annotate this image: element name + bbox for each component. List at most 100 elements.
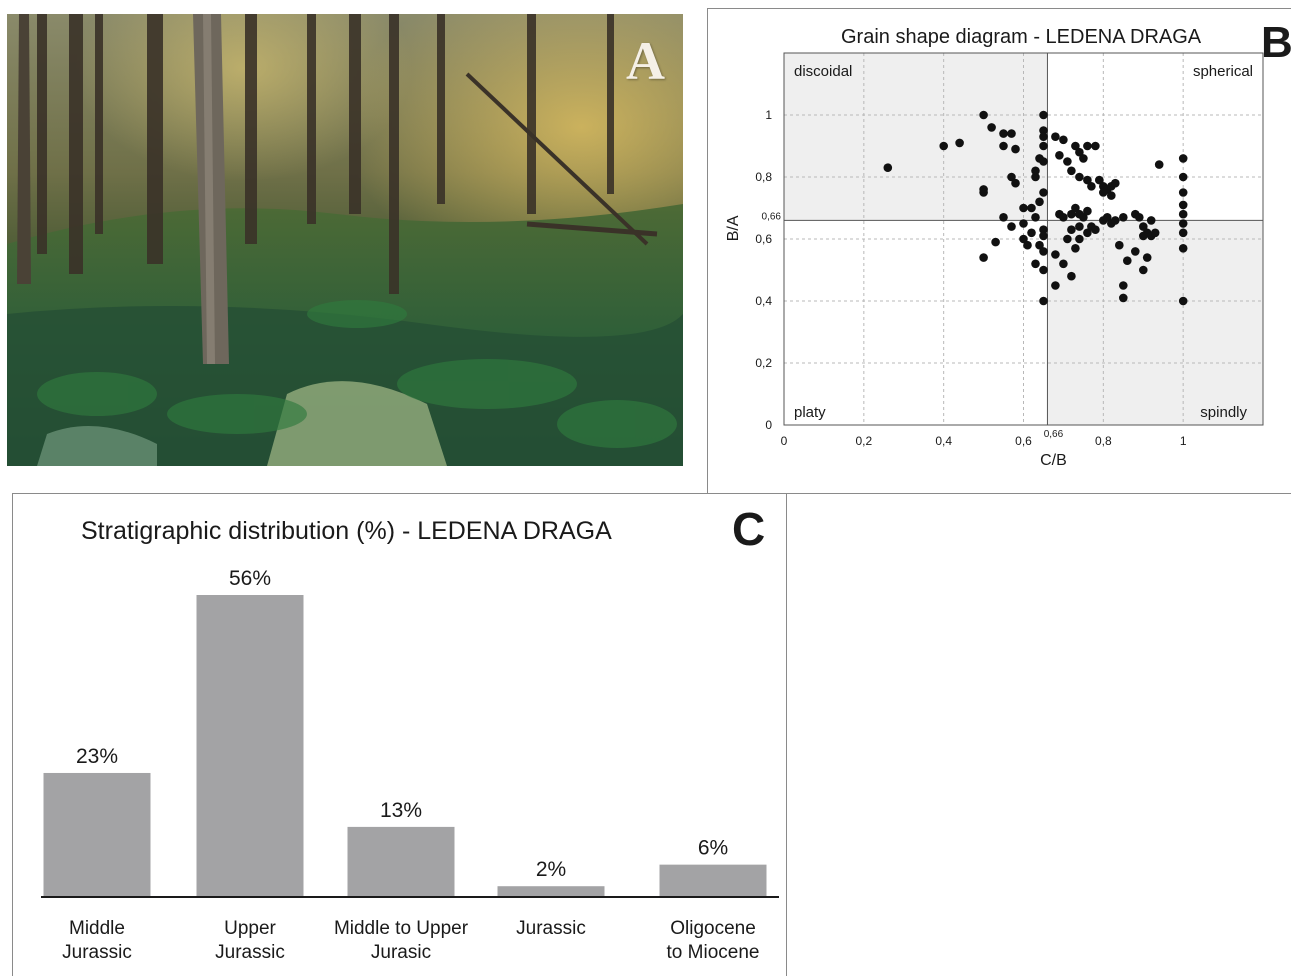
scatter-point bbox=[1067, 271, 1076, 281]
category-label: Jurassic bbox=[215, 942, 285, 963]
scatter-point bbox=[1027, 228, 1036, 238]
scatter-point bbox=[1063, 234, 1072, 244]
scatter-point bbox=[1091, 141, 1100, 151]
scatter-point bbox=[1178, 228, 1188, 238]
scatter-point bbox=[1083, 228, 1092, 238]
spindly-quadrant bbox=[1047, 220, 1263, 425]
scatter-point bbox=[1091, 225, 1100, 234]
x-threshold-label: 0,66 bbox=[1044, 429, 1064, 440]
grain-shape-chart: Grain shape diagram - LEDENA DRAGA Bdisco… bbox=[725, 18, 1291, 469]
category-label: Jurassic bbox=[516, 918, 586, 939]
quadrant-label-platy: platy bbox=[794, 404, 826, 421]
scatter-point bbox=[1119, 281, 1128, 290]
category-label: Jurasic bbox=[371, 942, 431, 963]
scatter-point bbox=[979, 253, 988, 262]
bar bbox=[43, 772, 151, 897]
scatter-point bbox=[991, 237, 1000, 247]
scatter-point bbox=[1039, 231, 1048, 241]
scatter-point bbox=[1139, 222, 1148, 231]
scatter-point bbox=[955, 138, 964, 148]
y-tick-label: 0 bbox=[765, 418, 772, 432]
scatter-point bbox=[999, 141, 1008, 151]
scatter-point bbox=[1139, 231, 1148, 241]
scatter-point bbox=[1031, 259, 1040, 269]
category-label: to Miocene bbox=[667, 942, 760, 963]
scatter-point bbox=[999, 213, 1008, 222]
scatter-point bbox=[1039, 247, 1048, 256]
category-label: Middle bbox=[69, 918, 125, 939]
scatter-point bbox=[1063, 157, 1072, 166]
category-label: Middle to Upper bbox=[334, 918, 469, 939]
x-tick-label: 0,6 bbox=[1015, 434, 1032, 448]
scatter-point bbox=[1075, 222, 1084, 231]
scatter-point bbox=[1075, 147, 1084, 157]
scatter-point bbox=[939, 141, 948, 151]
bar bbox=[196, 595, 304, 897]
scatter-point bbox=[1178, 188, 1188, 197]
scatter-point bbox=[1039, 296, 1048, 306]
forest-photo: A bbox=[7, 14, 683, 466]
scatter-point bbox=[1178, 209, 1188, 219]
panel-c-letter: C bbox=[732, 503, 765, 555]
scatter-point bbox=[1107, 191, 1116, 200]
scatter-point bbox=[1039, 126, 1048, 135]
chart-title: Stratigraphic distribution (%) - LEDENA … bbox=[81, 517, 612, 545]
scatter-point bbox=[1067, 209, 1076, 219]
scatter-point bbox=[1039, 110, 1048, 120]
scatter-point bbox=[1071, 203, 1080, 213]
scatter-point bbox=[999, 129, 1008, 138]
category-label: Oligocene bbox=[670, 918, 756, 939]
scatter-point bbox=[1039, 141, 1048, 151]
x-tick-label: 1 bbox=[1180, 434, 1187, 448]
scatter-point bbox=[1178, 244, 1188, 253]
y-axis-title: B/A bbox=[725, 215, 742, 241]
x-axis-title: C/B bbox=[1040, 452, 1067, 469]
scatter-point bbox=[1039, 132, 1048, 141]
x-tick-label: 0,4 bbox=[935, 434, 952, 448]
scatter-point bbox=[1083, 175, 1092, 185]
bar-value-label: 23% bbox=[76, 745, 118, 768]
y-threshold-label: 0,66 bbox=[762, 211, 782, 222]
panel-a-letter: A bbox=[626, 31, 665, 91]
scatter-point bbox=[1095, 175, 1104, 185]
chart-title: Grain shape diagram - LEDENA DRAGA bbox=[841, 26, 1202, 48]
bar bbox=[347, 826, 455, 897]
scatter-point bbox=[1123, 256, 1132, 265]
scatter-point bbox=[1083, 206, 1092, 216]
scatter-point bbox=[1142, 253, 1152, 262]
y-tick-label: 0,6 bbox=[755, 232, 772, 246]
scatter-point bbox=[1111, 216, 1120, 225]
scatter-point bbox=[1075, 234, 1084, 244]
stratigraphic-panel: Stratigraphic distribution (%) - LEDENA … bbox=[12, 493, 787, 976]
scatter-point bbox=[1119, 293, 1128, 303]
bar-value-label: 6% bbox=[698, 837, 728, 860]
plot-frame bbox=[783, 52, 1264, 426]
scatter-point bbox=[1131, 247, 1140, 256]
scatter-point bbox=[1039, 188, 1048, 197]
scatter-point bbox=[1051, 132, 1060, 141]
quadrant-label-spindly: spindly bbox=[1200, 404, 1247, 421]
scatter-point bbox=[1031, 213, 1040, 222]
scatter-point bbox=[1099, 188, 1108, 197]
quadrant-label-discoidal: discoidal bbox=[794, 63, 852, 80]
scatter-point bbox=[1051, 250, 1060, 259]
scatter-point bbox=[1039, 265, 1048, 275]
panel-b-letter: B bbox=[1261, 18, 1291, 67]
scatter-point bbox=[1019, 219, 1028, 228]
scatter-point bbox=[1111, 178, 1120, 188]
scatter-point bbox=[1023, 240, 1032, 250]
scatter-point bbox=[1055, 151, 1064, 160]
scatter-point bbox=[1039, 225, 1048, 234]
scatter-point bbox=[1071, 244, 1080, 253]
scatter-point bbox=[1115, 240, 1124, 250]
scatter-point bbox=[1019, 234, 1028, 244]
y-tick-label: 1 bbox=[765, 108, 772, 122]
stratigraphic-chart: Stratigraphic distribution (%) - LEDENA … bbox=[41, 503, 779, 963]
scatter-point bbox=[1178, 219, 1188, 228]
scatter-point bbox=[1083, 141, 1092, 151]
scatter-point bbox=[1178, 172, 1188, 182]
scatter-point bbox=[1007, 129, 1016, 138]
y-tick-label: 0,2 bbox=[755, 356, 772, 370]
scatter-point bbox=[1139, 265, 1148, 275]
